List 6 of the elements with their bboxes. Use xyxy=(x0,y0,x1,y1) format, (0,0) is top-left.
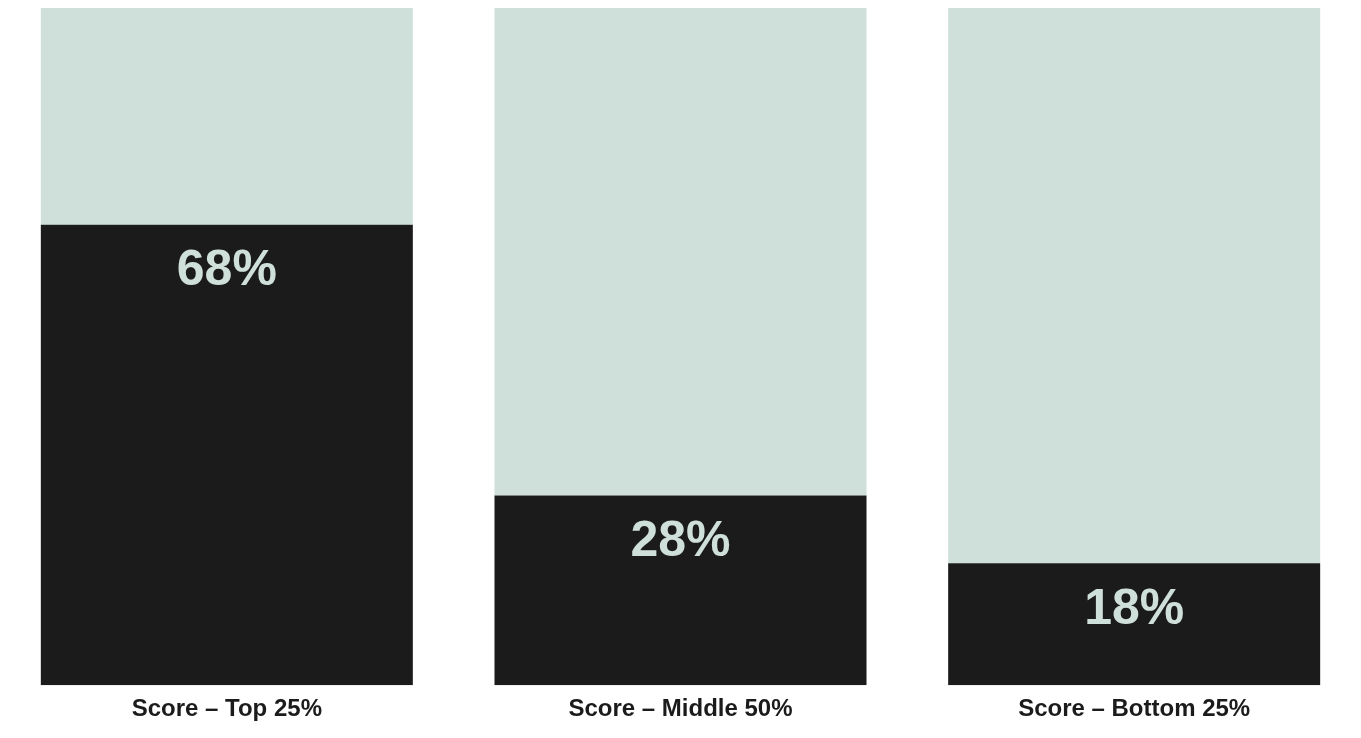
data-label: 68% xyxy=(176,240,277,297)
x-tick-label: Score – Top 25% xyxy=(131,694,322,722)
data-label: 28% xyxy=(630,511,731,568)
x-tick-label: Score – Bottom 25% xyxy=(1018,694,1251,722)
data-label: 18% xyxy=(1084,579,1185,636)
x-tick-label: Score – Middle 50% xyxy=(568,694,793,722)
